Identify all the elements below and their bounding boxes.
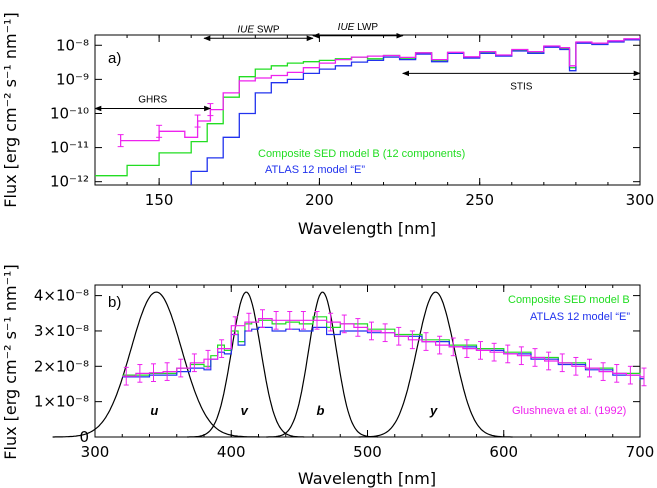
b-xtick-label: 600 <box>489 443 518 461</box>
b-ytick-label: 4×10⁻⁸ <box>34 287 89 305</box>
panel-a-series <box>95 36 640 185</box>
b-series-1 <box>122 326 644 380</box>
filter-curve-u <box>52 291 260 438</box>
range-label-italic: IUE <box>338 22 355 33</box>
filter-curve-y <box>358 291 513 438</box>
b-xtick-label: 500 <box>353 443 382 461</box>
range-label-ghrs: GHRS <box>138 94 167 105</box>
legend-b-glushneva: Glushneva et al. (1992) <box>512 405 626 417</box>
b-ytick-label: 3×10⁻⁸ <box>34 322 89 340</box>
a-ytick-label: 10⁻¹⁰ <box>50 104 89 122</box>
panel-b-ticks: 300 400 500 600 700 0 1×10⁻⁸ 2×10⁻⁸ 3×10⁻⁸ 4×10⁻⁸ <box>34 285 654 461</box>
b-xtick-label: 300 <box>81 443 110 461</box>
legend-a-atlas: ATLAS 12 model “E” <box>265 164 365 176</box>
b-series-0 <box>122 316 644 380</box>
range-label-rest: LWP <box>354 22 378 33</box>
a-series-2 <box>120 36 640 142</box>
filter-label-y: y <box>429 403 438 418</box>
b-ytick-label: 0 <box>79 428 89 446</box>
panel-b-xlabel: Wavelength [nm] <box>298 469 436 488</box>
legend-a-composite: Composite SED model B (12 components) <box>258 148 465 160</box>
range-label-italic: IUE <box>237 24 254 35</box>
b-xtick-label: 700 <box>626 443 655 461</box>
a-ytick-label: 10⁻⁹ <box>56 70 89 88</box>
a-series-0 <box>95 36 640 177</box>
b-series-2 <box>122 318 644 378</box>
b-xtick-label: 400 <box>217 443 246 461</box>
filter-label-v: v <box>241 403 249 418</box>
panel-a-ylabel: Flux [erg cm⁻² s⁻¹ nm⁻¹] <box>1 12 20 207</box>
range-label-stis: STIS <box>510 81 533 92</box>
panel-a-xlabel: Wavelength [nm] <box>298 219 436 238</box>
range-label-rest: SWP <box>254 24 280 35</box>
a-xtick-label: 250 <box>465 191 494 209</box>
panel-a-label: a) <box>108 50 121 67</box>
b-ytick-label: 2×10⁻⁸ <box>34 357 89 375</box>
b-ytick-label: 1×10⁻⁸ <box>34 393 89 411</box>
a-series-1 <box>190 37 640 185</box>
filter-label-b: b <box>317 403 325 418</box>
range-label-iue-lwp: IUE LWP <box>338 22 379 33</box>
a-ytick-label: 10⁻⁸ <box>56 36 89 54</box>
a-ytick-label: 10⁻¹¹ <box>50 139 89 157</box>
panel-b-label: b) <box>108 294 121 311</box>
panel-a-ticks: 150 200 250 300 10⁻⁸ 10⁻⁹ 10⁻¹⁰ 10⁻¹¹ 10⁻¹² <box>50 35 654 209</box>
a-ytick-label: 10⁻¹² <box>50 173 89 191</box>
range-label-iue-swp: IUE SWP <box>237 24 280 35</box>
panel-a: 150 200 250 300 10⁻⁸ 10⁻⁹ 10⁻¹⁰ 10⁻¹¹ 10⁻¹² GHRS… <box>1 12 654 238</box>
panel-b-series <box>122 309 647 387</box>
filter-label-u: u <box>150 403 158 418</box>
a-xtick-label: 150 <box>145 191 174 209</box>
a-xtick-label: 200 <box>305 191 334 209</box>
a-xtick-label: 300 <box>626 191 655 209</box>
legend-b-atlas: ATLAS 12 model “E” <box>530 311 630 323</box>
filter-curve-b <box>266 291 379 438</box>
legend-b-composite: Composite SED model B <box>508 294 630 306</box>
panel-b: 300 400 500 600 700 0 1×10⁻⁸ 2×10⁻⁸ 3×10⁻⁸ 4×10⁻⁸… <box>1 264 654 488</box>
panel-b-ylabel: Flux [erg cm⁻² s⁻¹ nm⁻¹] <box>1 264 20 459</box>
filter-curve-v <box>187 291 305 438</box>
